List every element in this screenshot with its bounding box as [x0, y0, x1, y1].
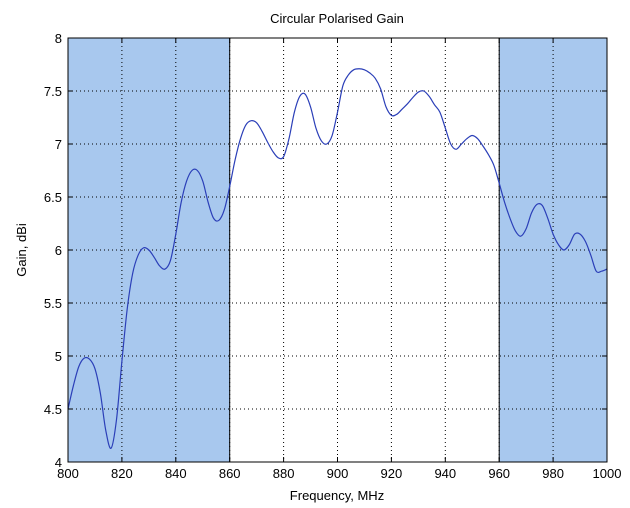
x-tick-label: 1000 — [593, 466, 622, 481]
y-tick-label: 4.5 — [44, 402, 62, 417]
x-tick-label: 840 — [165, 466, 187, 481]
x-tick-label: 980 — [542, 466, 564, 481]
y-tick-label: 6.5 — [44, 190, 62, 205]
x-tick-label: 800 — [57, 466, 79, 481]
y-tick-label: 8 — [55, 31, 62, 46]
series-line-0 — [67, 68, 608, 449]
x-tick-labels: 800 820 840 860 880 900 920 940 960 980 1000 — [57, 466, 621, 481]
x-tick-label: 880 — [273, 466, 295, 481]
x-tick-label: 940 — [434, 466, 456, 481]
y-tick-label: 5.5 — [44, 296, 62, 311]
y-axis-label: Gain, dBi — [14, 223, 29, 277]
x-tick-label: 960 — [488, 466, 510, 481]
y-tick-label: 7 — [55, 137, 62, 152]
x-tick-label: 820 — [111, 466, 133, 481]
x-tick-label: 860 — [219, 466, 241, 481]
x-axis-label: Frequency, MHz — [290, 488, 384, 503]
grid-lines — [68, 38, 607, 462]
y-tick-labels: 4 4.5 5 5.5 6 6.5 7 7.5 8 — [44, 31, 62, 470]
chart-title: Circular Polarised Gain — [270, 11, 404, 26]
y-tick-label: 5 — [55, 349, 62, 364]
series-layer — [67, 68, 608, 449]
y-tick-label: 6 — [55, 243, 62, 258]
y-tick-label: 7.5 — [44, 84, 62, 99]
plot-frame — [67, 37, 608, 463]
x-tick-label: 900 — [327, 466, 349, 481]
y-tick-label: 4 — [55, 455, 62, 470]
x-tick-label: 920 — [381, 466, 403, 481]
